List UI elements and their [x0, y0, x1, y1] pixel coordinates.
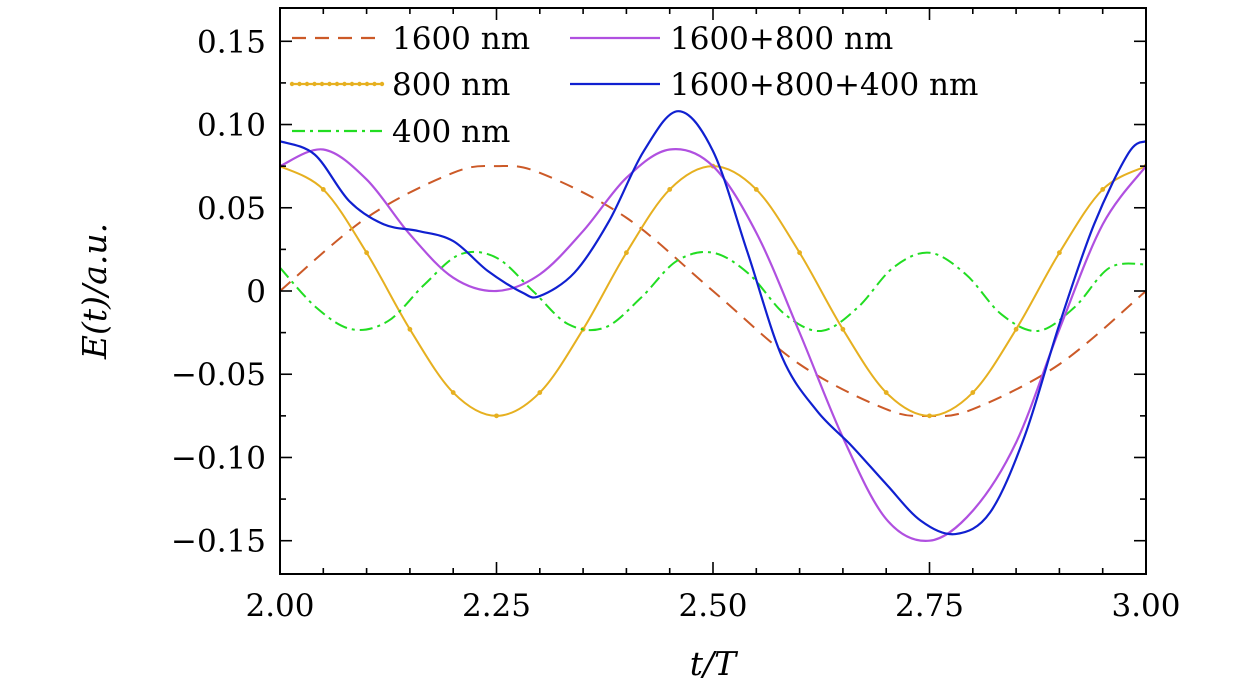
- legend-swatch-dot: [334, 81, 340, 87]
- legend-swatch-dot: [289, 81, 295, 87]
- legend-label: 1600+800 nm: [670, 21, 893, 57]
- series-layer: [280, 110, 1146, 542]
- y-tick-label: 0: [246, 274, 266, 310]
- legend-label: 800 nm: [392, 67, 510, 103]
- x-tick-label: 2.25: [462, 588, 531, 624]
- series-2-point-14: [840, 326, 846, 332]
- series-2-point-10: [667, 187, 673, 192]
- series-2-point-6: [494, 413, 499, 419]
- series-2-point-18: [1013, 326, 1019, 332]
- series-line-4: [280, 147, 1146, 542]
- legend-swatch-dot: [319, 81, 325, 87]
- legend-swatch-dot: [304, 81, 310, 87]
- legend-item-5: 1600+800+400 nm: [570, 67, 978, 103]
- legend-swatch-dot: [342, 81, 347, 87]
- series-2-point-5: [450, 390, 456, 395]
- y-tick-label: −0.15: [171, 524, 266, 560]
- series-2-point-7: [537, 390, 543, 395]
- series-line-3: [280, 250, 1146, 332]
- y-tick-label: 0.05: [197, 191, 266, 227]
- x-tick-label: 2.75: [895, 588, 964, 624]
- legend-swatch-dot: [297, 81, 302, 87]
- legend-swatch-dot: [379, 81, 385, 87]
- y-axis-label: E(t)/a.u.: [75, 223, 114, 360]
- series-2-point-16: [927, 413, 932, 419]
- series-2-point-20: [1100, 187, 1106, 192]
- series-2-point-12: [753, 187, 759, 192]
- legend-label: 1600 nm: [392, 21, 530, 57]
- legend-swatch-dot: [372, 81, 377, 87]
- x-tick-label: 2.50: [678, 588, 747, 624]
- x-tick-label: 3.00: [1111, 588, 1180, 624]
- series-2-point-19: [1057, 250, 1062, 256]
- legend-item-2: 800 nm: [289, 67, 510, 103]
- series-2-point-17: [970, 390, 976, 395]
- legend-swatch-dot: [364, 81, 370, 87]
- legend-label: 1600+800+400 nm: [670, 67, 978, 103]
- axes-layer: 2.00 2.25 2.50 2.75 3.00 0.15 0.10 0.05 0 −0.05 −0…: [75, 7, 1181, 683]
- y-tick-label: −0.05: [171, 357, 266, 393]
- legend: 1600 nm 800 nm 400 nm 1600+800 nm 1600+800+4…: [289, 21, 978, 150]
- y-tick-label: −0.10: [171, 440, 266, 476]
- series-line-1: [280, 164, 1146, 418]
- legend-item-4: 1600+800 nm: [570, 21, 893, 57]
- legend-item-1: 1600 nm: [292, 21, 530, 57]
- series-2-point-2: [320, 187, 326, 192]
- x-axis-label: t/T: [690, 644, 739, 683]
- legend-swatch-dot: [312, 81, 317, 87]
- y-tick-label: 0.15: [197, 24, 266, 60]
- series-2-point-3: [364, 250, 369, 256]
- series-2-point-13: [797, 250, 802, 256]
- series-2-point-15: [883, 390, 889, 395]
- legend-item-3: 400 nm: [292, 114, 510, 150]
- legend-label: 400 nm: [392, 114, 510, 150]
- series-line-5: [280, 110, 1146, 536]
- y-tick-label: 0.10: [197, 108, 266, 144]
- legend-swatch-dot: [349, 81, 355, 87]
- series-2-point-9: [624, 250, 629, 256]
- x-tick-label: 2.00: [245, 588, 314, 624]
- series-2-point-4: [407, 326, 413, 332]
- legend-swatch-dot: [327, 81, 332, 87]
- legend-swatch-dot: [357, 81, 362, 87]
